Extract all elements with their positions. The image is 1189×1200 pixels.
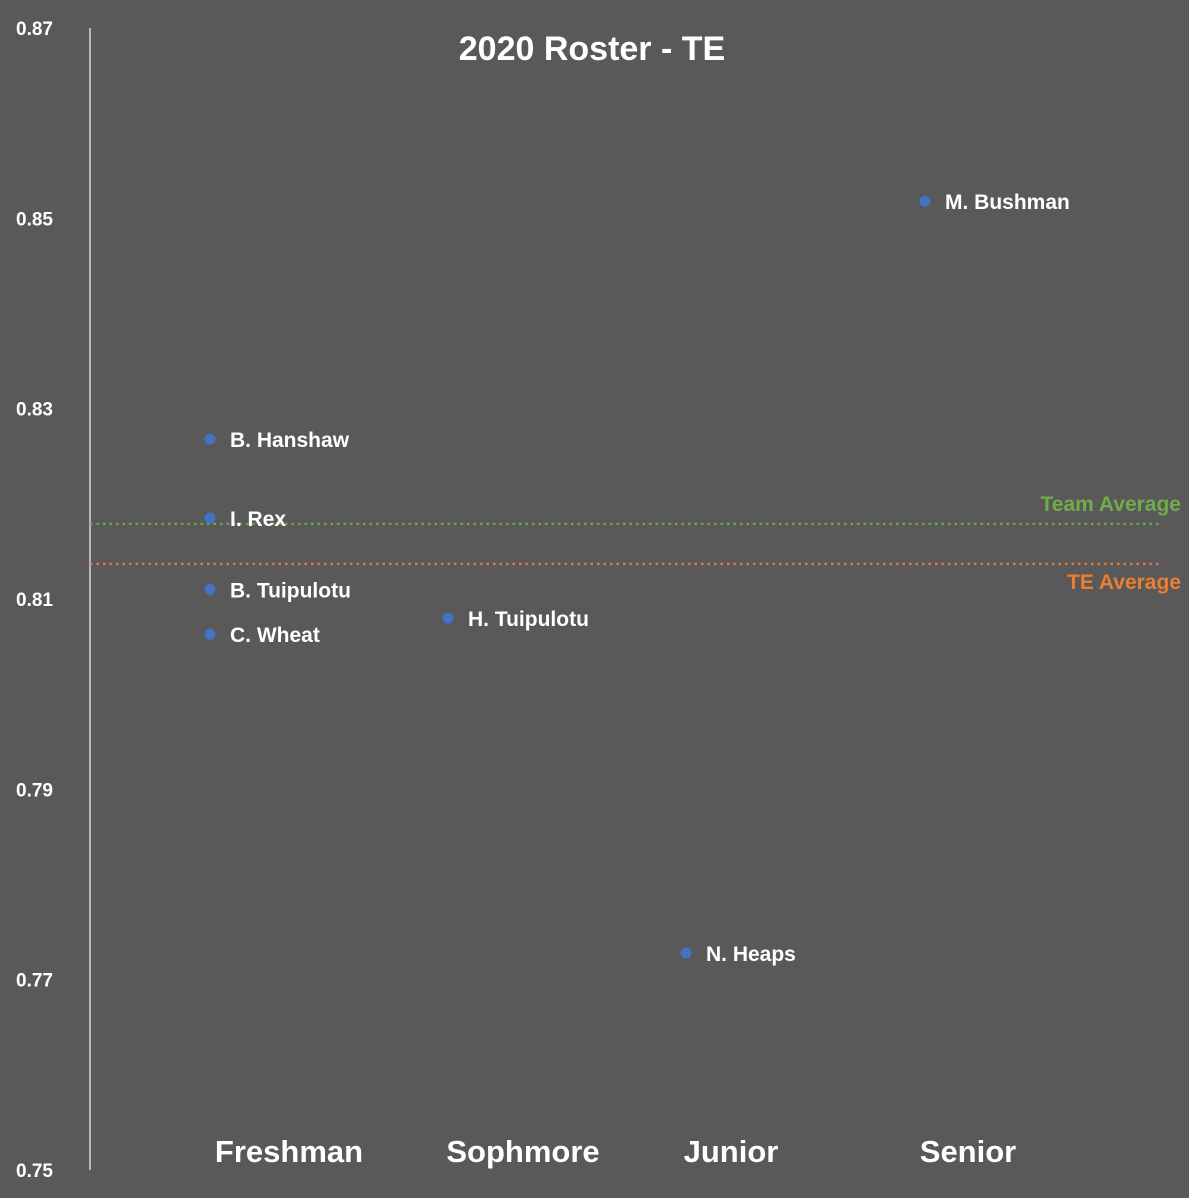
reference-lines: Team Average TE Average <box>90 493 1181 594</box>
data-point-marker <box>919 195 931 207</box>
data-point-marker <box>204 433 216 445</box>
data-point-label: B. Hanshaw <box>230 429 350 452</box>
data-point-label: I. Rex <box>230 508 286 531</box>
x-category-label: Junior <box>684 1134 779 1169</box>
y-tick-label: 0.79 <box>16 780 53 801</box>
data-point-marker <box>204 512 216 524</box>
y-tick-label: 0.83 <box>16 400 53 421</box>
data-point-label: H. Tuipulotu <box>468 608 589 631</box>
data-point-marker <box>204 583 216 595</box>
data-point-marker <box>442 612 454 624</box>
y-tick-label: 0.81 <box>16 590 53 611</box>
data-point-label: M. Bushman <box>945 191 1070 214</box>
data-points: B. Hanshaw I. Rex B. Tuipulotu C. Wheat H. T… <box>204 191 1070 966</box>
data-point-marker <box>680 947 692 959</box>
y-tick-label: 0.87 <box>16 19 53 40</box>
x-axis-categories: Freshman Sophmore Junior Senior <box>215 1134 1016 1169</box>
data-point-marker <box>204 628 216 640</box>
reference-line-label: TE Average <box>1067 571 1181 594</box>
y-tick-label: 0.85 <box>16 209 53 230</box>
reference-line-label: Team Average <box>1041 493 1181 516</box>
data-point-label: N. Heaps <box>706 943 796 966</box>
y-tick-label: 0.75 <box>16 1161 53 1182</box>
x-category-label: Sophmore <box>446 1134 599 1169</box>
y-axis-ticks: 0.87 0.85 0.83 0.81 0.79 0.77 0.75 <box>16 19 53 1182</box>
data-point-label: B. Tuipulotu <box>230 579 351 602</box>
chart-title: 2020 Roster - TE <box>459 30 725 68</box>
data-point-label: C. Wheat <box>230 624 320 647</box>
y-tick-label: 0.77 <box>16 971 53 992</box>
x-category-label: Senior <box>920 1134 1016 1169</box>
x-category-label: Freshman <box>215 1134 363 1169</box>
